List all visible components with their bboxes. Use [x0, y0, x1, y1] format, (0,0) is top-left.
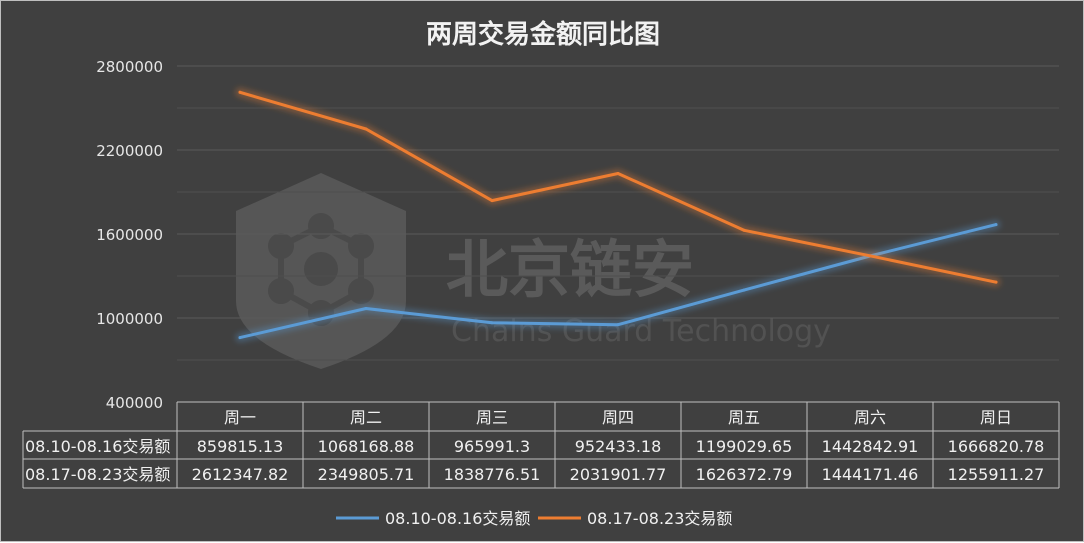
table-value-cell: 1838776.51 [444, 465, 541, 484]
watermark-text: 北京链安 [446, 233, 694, 306]
table-value-cell: 1068168.88 [318, 437, 415, 456]
data-point [742, 288, 746, 292]
chart-title: 两周交易金额同比图 [426, 19, 660, 50]
data-point [994, 280, 998, 284]
data-point [616, 172, 620, 176]
table-value-cell: 1626372.79 [696, 465, 793, 484]
table-series-name: 08.17-08.23交易额 [25, 465, 170, 484]
x-category-label: 周四 [602, 408, 634, 427]
table-value-cell: 965991.3 [454, 437, 530, 456]
y-tick-label: 1000000 [96, 310, 163, 328]
data-point [238, 90, 242, 94]
y-tick-label: 2800000 [96, 58, 163, 76]
table-series-name: 08.10-08.16交易额 [25, 437, 170, 456]
data-point [490, 199, 494, 203]
y-axis-ticks: 2800000 2200000 1600000 1000000 400000 [96, 58, 163, 412]
legend-label-series-2: 08.17-08.23交易额 [587, 509, 732, 528]
table-value-cell: 859815.13 [197, 437, 284, 456]
table-value-cell: 2349805.71 [318, 465, 415, 484]
legend-label-series-1: 08.10-08.16交易额 [385, 509, 530, 528]
series-lines [235, 87, 1001, 343]
data-point [490, 321, 494, 325]
data-point [994, 223, 998, 227]
table-value-cell: 2612347.82 [192, 465, 289, 484]
data-point [616, 323, 620, 327]
watermark-logo-nodes [268, 213, 374, 326]
x-category-label: 周三 [476, 408, 508, 427]
x-category-label: 周一 [224, 408, 256, 427]
y-tick-label: 400000 [106, 394, 163, 412]
data-point [868, 254, 872, 258]
y-tick-label: 2200000 [96, 142, 163, 160]
table-value-cell: 1444171.46 [822, 465, 919, 484]
x-category-label: 周二 [350, 408, 382, 427]
table-value-cell: 1442842.91 [822, 437, 919, 456]
data-table: 周一 周二 周三 周四 周五 周六 周日 08.10-08.16交易额 859815.13 106… [22, 401, 1060, 489]
data-point [364, 127, 368, 131]
table-value-cell: 1199029.65 [696, 437, 793, 456]
watermark: 北京链安 Chains Guard Technology [236, 173, 831, 369]
data-point [238, 336, 242, 340]
table-value-cell: 1255911.27 [948, 465, 1045, 484]
table-value-cell: 952433.18 [575, 437, 662, 456]
table-value-cell: 1666820.78 [948, 437, 1045, 456]
data-point [742, 228, 746, 232]
data-point [364, 306, 368, 310]
x-category-label: 周六 [854, 408, 886, 427]
x-category-label: 周五 [728, 408, 760, 427]
legend: 08.10-08.16交易额 08.17-08.23交易额 [336, 509, 732, 528]
table-value-cell: 2031901.77 [570, 465, 667, 484]
x-category-label: 周日 [980, 408, 1012, 427]
y-tick-label: 1600000 [96, 226, 163, 244]
